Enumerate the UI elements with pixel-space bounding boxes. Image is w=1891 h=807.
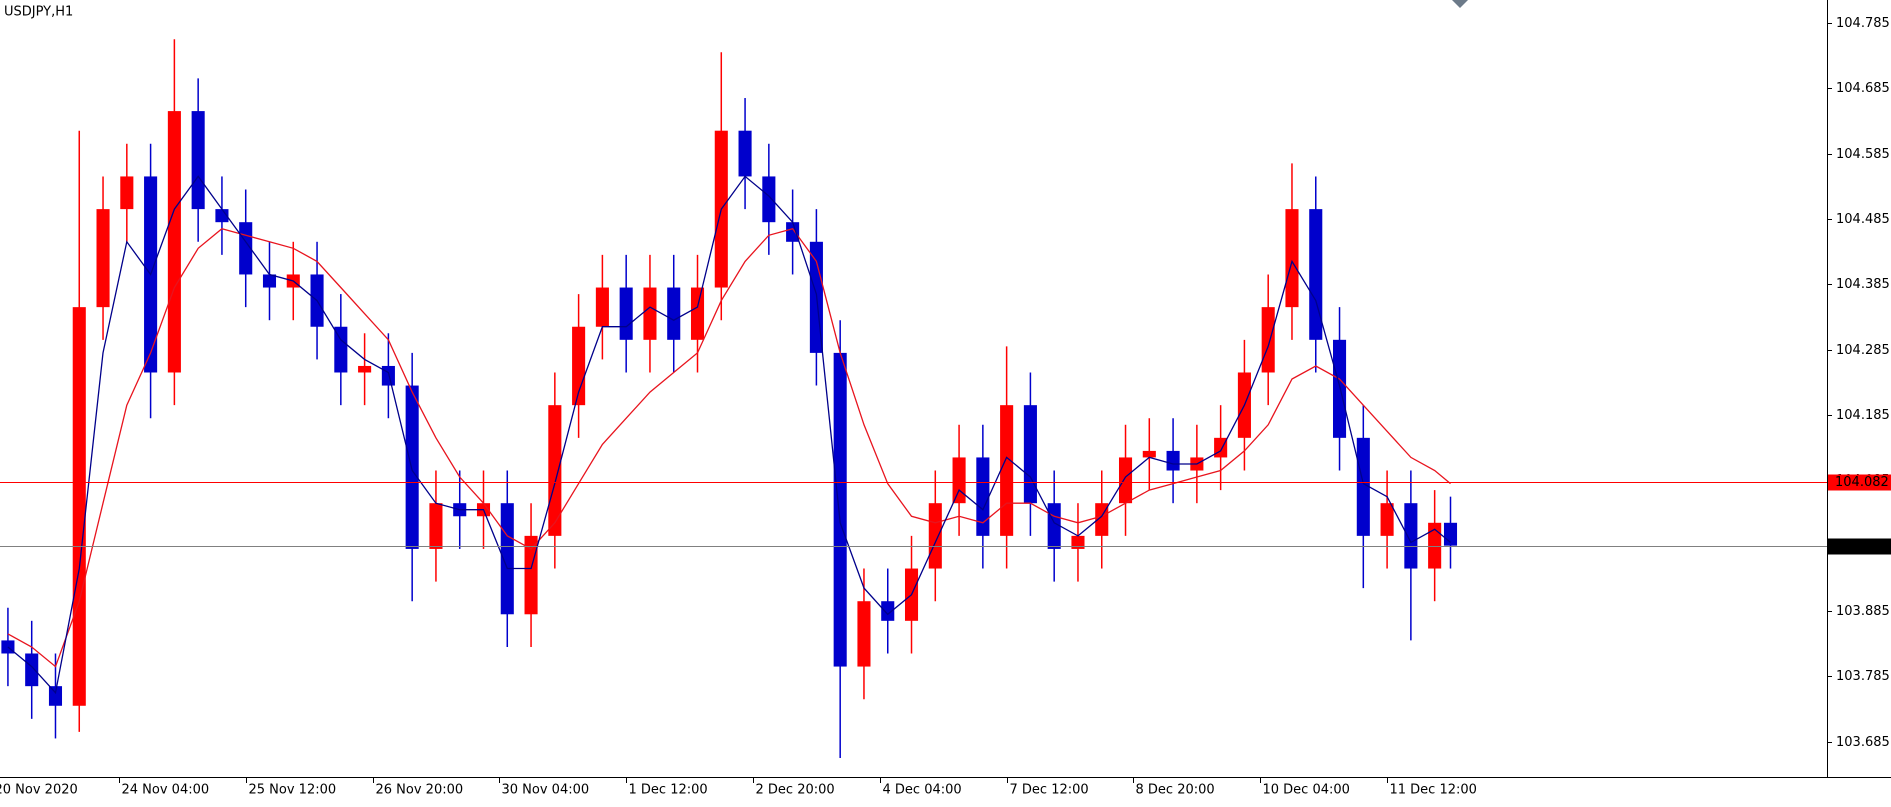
candle-body: [928, 503, 942, 569]
y-tick-label: 103.685: [1836, 735, 1890, 750]
candle-body: [595, 287, 609, 327]
candle-body: [786, 222, 800, 242]
candle-body: [976, 457, 990, 536]
candle-body: [762, 176, 776, 223]
moving-average: [7, 175, 1451, 695]
y-tick-label: 104.485: [1836, 212, 1890, 227]
candle-body: [619, 287, 633, 340]
x-tick-label: 30 Nov 04:00: [502, 783, 590, 798]
candle-body: [1000, 405, 1014, 536]
chart-title: USDJPY,H1: [4, 5, 73, 20]
y-tick-label: 103.885: [1836, 604, 1890, 619]
candle-body: [667, 287, 681, 340]
candle-body: [690, 287, 705, 340]
candle-body: [167, 111, 181, 373]
candle-body: [1166, 450, 1180, 471]
plot-area: [1, 39, 1458, 759]
x-tick-label: 4 Dec 04:00: [883, 783, 962, 798]
candle-body: [881, 601, 895, 621]
y-tick-label: 103.785: [1836, 669, 1890, 684]
candle-body: [405, 385, 419, 549]
x-tick-label: 2 Dec 20:00: [756, 783, 835, 798]
y-tick-label: 104.685: [1836, 81, 1890, 96]
y-tick-label: 104.385: [1836, 277, 1890, 292]
candle-body: [643, 287, 657, 340]
scroll-marker: [1452, 0, 1468, 8]
candle-body: [25, 653, 39, 687]
candle-body: [215, 209, 229, 223]
y-tick-label: 104.785: [1836, 16, 1890, 31]
candle-body: [72, 307, 86, 706]
candle-body: [572, 326, 586, 406]
candle-body: [1356, 437, 1370, 536]
candle-body: [1261, 307, 1275, 373]
candle-body: [548, 405, 562, 536]
candle-body: [524, 535, 538, 615]
x-tick-label: 1 Dec 12:00: [629, 783, 708, 798]
candle-body: [1309, 209, 1323, 340]
candle-body: [358, 365, 372, 373]
x-tick-label: 25 Nov 12:00: [249, 783, 337, 798]
candle-body: [833, 352, 847, 667]
price-label-bg: [1828, 474, 1891, 491]
candle-body: [262, 274, 277, 288]
candle-body: [1380, 503, 1394, 536]
candle-body: [381, 365, 395, 386]
candle-body: [1285, 209, 1299, 308]
candle-body: [334, 326, 348, 373]
candle-body: [239, 222, 253, 275]
candle-body: [1142, 450, 1156, 458]
candle-body: [48, 686, 63, 706]
y-tick-label: 104.285: [1836, 343, 1890, 358]
candle-body: [1047, 503, 1061, 549]
price-label-bg: [1828, 538, 1891, 555]
candle-body: [1023, 405, 1037, 504]
candle-body: [857, 601, 871, 667]
candle-body: [120, 176, 134, 210]
x-tick-label: 11 Dec 12:00: [1390, 783, 1477, 798]
candle-body: [429, 503, 443, 549]
candle-body: [191, 111, 205, 210]
x-tick-label: 10 Dec 04:00: [1263, 783, 1350, 798]
candle-body: [1118, 457, 1133, 504]
moving-average: [7, 227, 1451, 668]
candle-body: [96, 209, 110, 308]
candle-body: [952, 457, 966, 504]
price-label: 103.985: [1835, 539, 1889, 554]
x-tick-label: 20 Nov 2020: [0, 783, 78, 798]
x-tick-label: 8 Dec 20:00: [1136, 783, 1215, 798]
x-tick-label: 7 Dec 12:00: [1010, 783, 1089, 798]
candle-body: [1428, 522, 1442, 569]
x-tick-label: 26 Nov 20:00: [376, 783, 464, 798]
candle-body: [1071, 535, 1085, 549]
price-label: 104.082: [1835, 475, 1889, 490]
x-tick-label: 24 Nov 04:00: [122, 783, 210, 798]
candle-body: [1332, 339, 1347, 438]
candle-body: [738, 130, 752, 177]
candle-body: [1404, 503, 1418, 569]
y-tick-label: 104.585: [1836, 147, 1890, 162]
y-tick-label: 104.185: [1836, 408, 1890, 423]
